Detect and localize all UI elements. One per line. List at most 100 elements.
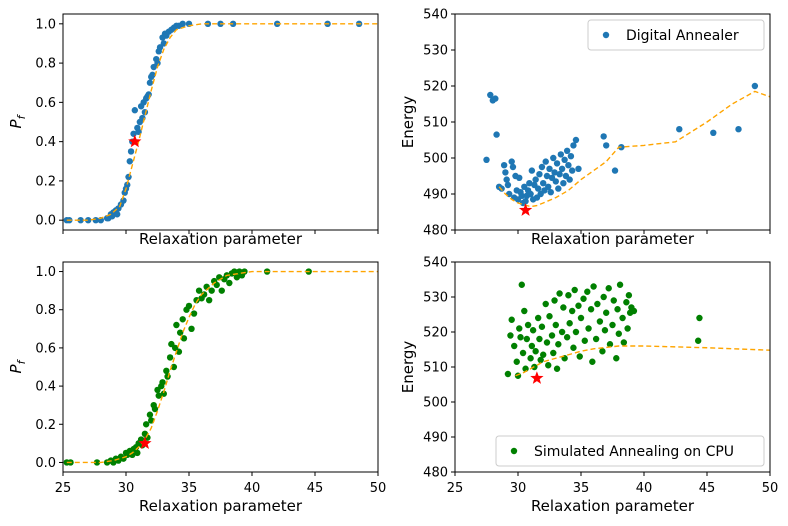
data-point bbox=[553, 365, 561, 372]
data-point bbox=[571, 286, 578, 294]
data-point bbox=[507, 332, 514, 339]
data-point bbox=[528, 342, 536, 350]
data-point bbox=[589, 358, 596, 365]
y-tick-label: 480 bbox=[423, 224, 448, 239]
data-point bbox=[606, 341, 614, 348]
data-point bbox=[159, 379, 166, 386]
data-point bbox=[522, 198, 529, 205]
data-point bbox=[483, 156, 490, 163]
fit-line bbox=[66, 270, 378, 464]
data-point bbox=[145, 91, 152, 98]
data-point bbox=[130, 130, 137, 137]
x-tick-label: 35 bbox=[573, 481, 590, 496]
data-point bbox=[500, 162, 508, 169]
data-point bbox=[565, 292, 572, 299]
data-point bbox=[560, 180, 567, 187]
data-point bbox=[190, 310, 198, 317]
y-tick-label: 500 bbox=[423, 152, 448, 167]
best-point-star bbox=[128, 134, 142, 148]
data-point bbox=[568, 307, 576, 315]
y-tick-label: 1.0 bbox=[35, 17, 56, 32]
y-tick-label: 510 bbox=[423, 116, 448, 131]
y-tick-label: 540 bbox=[423, 8, 448, 23]
data-point bbox=[548, 332, 556, 339]
y-tick-label: 0.0 bbox=[35, 456, 56, 471]
data-point bbox=[556, 171, 563, 178]
x-tick-label: 30 bbox=[510, 481, 527, 496]
x-tick-label: 50 bbox=[762, 481, 779, 496]
data-point bbox=[555, 341, 562, 348]
data-point bbox=[614, 306, 621, 313]
data-point bbox=[630, 307, 638, 315]
data-point bbox=[205, 296, 213, 304]
data-point bbox=[542, 300, 549, 308]
chart-bottom-left: 0.0 0.2 0.4 0.6 0.8 1.0 25 30 35 40 45 50 Relaxation… bbox=[7, 261, 387, 515]
y-tick-label: 510 bbox=[423, 361, 448, 376]
data-point bbox=[528, 167, 536, 174]
data-point bbox=[609, 321, 616, 329]
data-point bbox=[615, 330, 622, 337]
y-tick-label: 0.8 bbox=[35, 57, 56, 72]
data-point bbox=[126, 158, 133, 165]
data-point bbox=[134, 449, 141, 457]
data-point bbox=[555, 185, 562, 192]
data-point bbox=[553, 160, 561, 167]
data-point bbox=[166, 354, 174, 361]
data-point bbox=[163, 367, 170, 375]
legend-marker bbox=[510, 447, 518, 455]
data-point bbox=[561, 156, 568, 163]
data-point bbox=[511, 342, 518, 350]
data-point bbox=[532, 348, 539, 355]
data-point bbox=[567, 153, 575, 160]
x-tick-label: 40 bbox=[636, 481, 653, 496]
x-tick-label: 25 bbox=[55, 481, 72, 496]
data-point bbox=[523, 335, 531, 343]
y-axis-label: Energy bbox=[399, 341, 417, 394]
data-point bbox=[543, 339, 551, 346]
data-point bbox=[538, 163, 546, 171]
y-axis-label: Pf bbox=[7, 358, 28, 373]
y-axis-label: Pf bbox=[7, 113, 28, 128]
data-point bbox=[155, 392, 162, 399]
data-point bbox=[543, 172, 551, 180]
data-point bbox=[616, 281, 624, 288]
x-axis-label: Relaxation parameter bbox=[139, 230, 303, 248]
data-point bbox=[493, 131, 500, 138]
data-point bbox=[545, 362, 552, 369]
data-point bbox=[587, 306, 595, 313]
data-point bbox=[710, 129, 717, 136]
data-point bbox=[77, 216, 84, 224]
data-point bbox=[575, 165, 582, 172]
y-tick-label: 520 bbox=[423, 326, 448, 341]
data-point bbox=[509, 163, 517, 171]
data-point bbox=[241, 268, 248, 275]
data-point bbox=[151, 405, 159, 413]
data-point bbox=[557, 151, 565, 158]
data-point bbox=[585, 325, 592, 332]
data-point bbox=[233, 274, 241, 281]
y-tick-label: 1.0 bbox=[35, 265, 56, 280]
y-tick-label: 480 bbox=[423, 466, 448, 481]
data-point bbox=[93, 459, 101, 466]
x-tick-label: 25 bbox=[447, 481, 464, 496]
y-tick-label: 0.0 bbox=[35, 214, 56, 229]
data-point bbox=[146, 411, 154, 418]
data-point bbox=[540, 351, 547, 358]
data-point bbox=[538, 323, 546, 330]
data-point bbox=[517, 334, 524, 341]
data-point bbox=[565, 162, 572, 169]
data-point bbox=[503, 176, 510, 183]
data-point bbox=[487, 91, 494, 99]
chart-bottom-right: 480 490 500 510 520 530 540 25 30 35 40 45 50 Relaxat… bbox=[399, 256, 778, 516]
data-point bbox=[625, 292, 633, 299]
data-point bbox=[534, 185, 542, 192]
data-point bbox=[605, 285, 612, 292]
data-point bbox=[188, 325, 195, 333]
data-point bbox=[127, 148, 135, 155]
data-point bbox=[572, 136, 580, 144]
data-point bbox=[611, 167, 619, 174]
y-tick-label: 0.8 bbox=[35, 303, 56, 318]
x-tick-label: 50 bbox=[370, 481, 387, 496]
data-point bbox=[113, 211, 121, 218]
